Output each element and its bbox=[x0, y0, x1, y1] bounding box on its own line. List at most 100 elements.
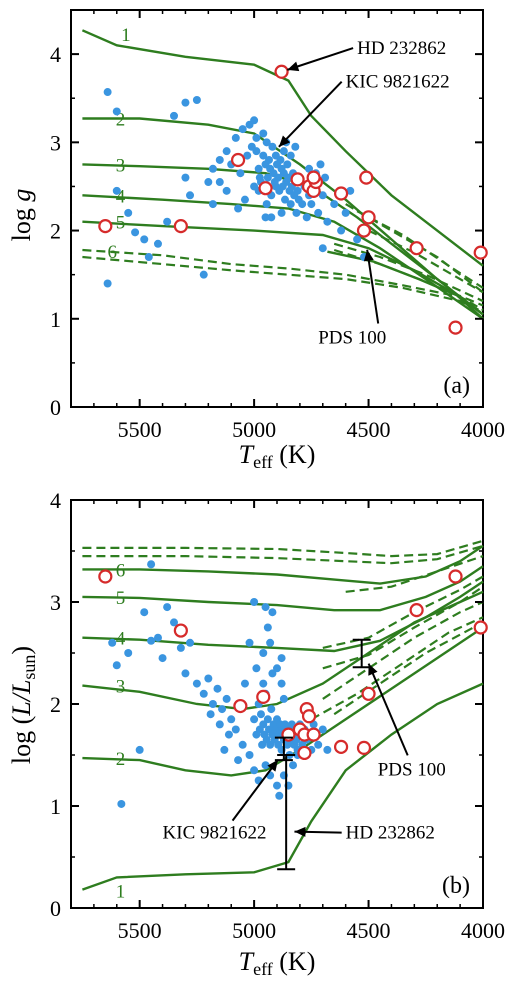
star-dot bbox=[117, 799, 126, 808]
annotation-arrow bbox=[286, 47, 354, 71]
star-dot bbox=[236, 169, 245, 178]
star-dot bbox=[199, 689, 208, 698]
track-6-dashed bbox=[82, 539, 484, 558]
star-dot bbox=[243, 151, 252, 160]
star-dot bbox=[259, 679, 268, 688]
track-3-line bbox=[82, 590, 484, 711]
annotation-arrowhead bbox=[267, 759, 278, 772]
panel-b-xlabel: Teff (K) bbox=[239, 947, 316, 979]
star-dot bbox=[262, 200, 271, 209]
star-dot bbox=[163, 603, 172, 612]
track-4-dashed bbox=[356, 210, 484, 289]
star-dot bbox=[298, 200, 307, 209]
star-dot bbox=[108, 638, 117, 647]
panel-a-ylabel-pre: log bbox=[7, 202, 36, 242]
panel-b-ylabel-sub: sun bbox=[19, 655, 39, 680]
y-tick-label: 1 bbox=[50, 307, 61, 332]
panel-b-ticks: 5500 5000 4500 4000 0 1 2 3 4 bbox=[50, 488, 505, 943]
star-dot bbox=[291, 142, 300, 151]
star-dot bbox=[281, 195, 290, 204]
track-5-line bbox=[82, 565, 484, 612]
star-dot bbox=[261, 761, 270, 770]
highlighted-star bbox=[333, 186, 349, 201]
star-dot bbox=[250, 598, 259, 606]
annotation-label: HD 232862 bbox=[357, 38, 446, 59]
star-dot bbox=[192, 95, 201, 104]
star-dot bbox=[305, 164, 314, 173]
star-dot bbox=[186, 638, 195, 647]
panel-a-xlabel-unit: (K) bbox=[273, 440, 316, 469]
star-dot bbox=[124, 649, 133, 657]
star-dot bbox=[263, 715, 272, 724]
star-dot bbox=[252, 133, 261, 142]
y-tick-label: 0 bbox=[50, 395, 61, 420]
annotation-arrow bbox=[366, 249, 380, 324]
star-dot bbox=[273, 781, 281, 790]
track-5-label: 5 bbox=[116, 213, 126, 234]
highlighted-star bbox=[98, 569, 113, 584]
star-dot bbox=[256, 710, 265, 719]
x-tick-label: 4000 bbox=[461, 918, 505, 943]
star-dot bbox=[318, 725, 327, 734]
star-dot bbox=[250, 766, 259, 775]
star-dot bbox=[307, 200, 316, 209]
star-dot bbox=[240, 195, 249, 204]
x-tick-label: 5000 bbox=[232, 417, 276, 442]
star-dot bbox=[353, 235, 362, 244]
panel-a-xlabel-main: T bbox=[239, 440, 255, 469]
track-4-label: 4 bbox=[116, 186, 126, 207]
highlighted-star bbox=[230, 152, 246, 168]
panel-b-xlabel-sub: eff bbox=[253, 959, 273, 979]
star-dot bbox=[252, 664, 261, 673]
panel-a: 1 2 3 4 5 6 5500 5000 4500 4000 0 1 2 3 4 HD 232862 KI… bbox=[7, 9, 505, 472]
highlighted-star bbox=[290, 172, 305, 187]
track-1-label: 1 bbox=[116, 882, 126, 903]
y-tick-label: 0 bbox=[50, 896, 61, 921]
panel-b-tracks: 1 2 3 4 5 6 bbox=[81, 539, 484, 903]
track-4-dashed bbox=[368, 229, 484, 294]
panel-a-ticks: 5500 5000 4500 4000 0 1 2 3 4 bbox=[50, 9, 505, 442]
track-4-line bbox=[82, 194, 484, 320]
star-dot bbox=[208, 200, 217, 209]
panel-b-tag: (b) bbox=[442, 873, 470, 899]
star-dot bbox=[247, 142, 256, 151]
highlighted-star bbox=[356, 740, 372, 755]
star-dot bbox=[245, 751, 254, 759]
x-tick-label: 4500 bbox=[347, 417, 391, 442]
panel-b-ylabel-post: ) bbox=[7, 646, 36, 655]
star-dot bbox=[222, 186, 231, 195]
star-dot bbox=[323, 745, 332, 754]
x-tick-label: 4500 bbox=[347, 918, 391, 943]
star-dot bbox=[153, 633, 162, 642]
track-1-line bbox=[81, 682, 484, 891]
annotation-label: PDS 100 bbox=[318, 327, 386, 348]
annotation-arrow bbox=[231, 759, 279, 822]
track-1-line bbox=[81, 29, 484, 267]
x-tick-label: 5000 bbox=[232, 918, 276, 943]
star-dot bbox=[206, 710, 215, 719]
track-6-dashed bbox=[82, 248, 484, 311]
star-dot bbox=[346, 186, 355, 195]
star-dot bbox=[337, 226, 346, 235]
star-dot bbox=[259, 129, 268, 138]
star-dot bbox=[103, 279, 112, 288]
star-dot bbox=[277, 679, 286, 688]
annotation-label: KIC 9821622 bbox=[163, 823, 267, 844]
panel-b-ylabel-pre: log ( bbox=[7, 716, 36, 764]
star-dot bbox=[267, 213, 276, 222]
track-6-dashed bbox=[82, 544, 484, 565]
highlighted-star bbox=[448, 569, 463, 584]
highlighted-star bbox=[361, 686, 376, 701]
annotation-label: HD 232862 bbox=[346, 823, 435, 844]
track-3-dashed bbox=[345, 203, 484, 294]
track-6-label: 6 bbox=[107, 242, 117, 263]
highlighted-star bbox=[301, 709, 317, 724]
panel-b-xlabel-main: T bbox=[239, 947, 255, 976]
highlighted-star bbox=[306, 170, 321, 185]
track-2-label: 2 bbox=[116, 110, 126, 131]
star-dot bbox=[163, 217, 172, 226]
star-dot bbox=[302, 213, 311, 222]
annotation-arrowhead bbox=[287, 61, 300, 72]
star-dot bbox=[266, 638, 275, 647]
star-dot bbox=[144, 253, 153, 262]
